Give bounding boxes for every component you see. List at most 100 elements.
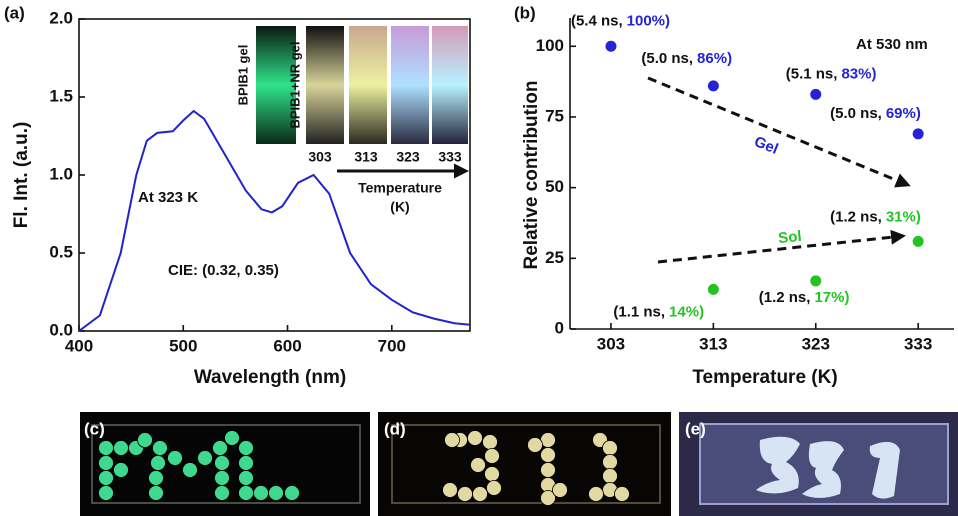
gel-dot <box>239 486 254 501</box>
data-point <box>707 80 719 92</box>
value-label: 17%) <box>814 289 849 306</box>
lifetime-label: (5.1 ns, <box>786 65 838 82</box>
gel-dot <box>471 458 486 473</box>
gel-dot <box>183 463 198 478</box>
gel-dot <box>215 471 230 486</box>
annotation: At 530 nm <box>856 36 928 53</box>
panel-label: (d) <box>384 419 406 438</box>
data-point <box>707 283 719 295</box>
gel-dot <box>615 487 630 502</box>
lifetime-label: (5.0 ns, <box>830 105 882 122</box>
gel-dot <box>215 486 230 501</box>
gel-dot <box>99 456 114 471</box>
vial-photo <box>432 26 468 144</box>
gel-dot <box>168 451 183 466</box>
x-tick-label: 600 <box>273 336 301 355</box>
gel-dot <box>114 441 129 456</box>
y-tick-label: 0 <box>555 318 564 337</box>
data-point <box>810 275 822 287</box>
gel-dot <box>239 456 254 471</box>
lifetime-label: (1.2 ns, <box>830 208 882 225</box>
gel-dot <box>198 451 213 466</box>
gel-dot <box>225 431 240 446</box>
x-tick-label: 313 <box>699 334 727 353</box>
inset-label: BPIB1 gel <box>235 45 250 106</box>
figure: BPIB1 gel BPIB1+NR gel 303 313 323 333 T… <box>0 0 958 516</box>
y-tick-label: 1.5 <box>49 86 73 105</box>
gel-dot <box>269 486 284 501</box>
y-tick-label: 100 <box>536 36 564 55</box>
lifetime-label: (5.0 ns, <box>641 50 693 67</box>
gel-dot <box>487 481 502 496</box>
x-tick-label: 700 <box>378 336 406 355</box>
x-tick-label: 333 <box>904 334 932 353</box>
gel-dot <box>473 487 488 502</box>
gel-dot <box>239 471 254 486</box>
gel-dot <box>215 456 230 471</box>
data-point <box>912 235 924 247</box>
gel-dot <box>603 441 618 456</box>
gel-dot <box>99 486 114 501</box>
data-point <box>810 88 822 100</box>
vial-photo <box>349 26 387 144</box>
lifetime-label: (1.2 ns, <box>759 289 811 306</box>
photo-d <box>378 412 671 516</box>
panel-label: (a) <box>4 3 25 22</box>
gel-dot <box>99 471 114 486</box>
gel-dot <box>151 456 166 471</box>
data-label: (5.1 ns,83%) <box>786 65 877 82</box>
gel-dot <box>528 438 543 453</box>
vial-photo <box>306 26 344 144</box>
x-axis-title: Wavelength (nm) <box>194 367 346 388</box>
inset-arrow-label: Temperature <box>358 180 442 196</box>
y-axis-title: Relative contribution <box>521 81 542 270</box>
value-label: 86%) <box>697 50 732 67</box>
series-name: Gel <box>752 133 781 158</box>
gel-dot <box>485 449 500 464</box>
vial-photo <box>391 26 429 144</box>
y-tick-label: 75 <box>545 106 564 125</box>
trend-arrow <box>648 78 908 185</box>
data-point <box>605 40 617 52</box>
gel-dot <box>99 441 114 456</box>
photo-c <box>80 412 370 516</box>
data-point <box>912 128 924 140</box>
y-tick-label: 2.0 <box>49 8 73 27</box>
data-label: (5.0 ns,86%) <box>641 50 732 67</box>
value-label: 100%) <box>627 12 670 29</box>
gel-dot <box>149 486 164 501</box>
inset-label: BPIB1+NR gel <box>287 41 302 128</box>
gel-dot <box>285 486 300 501</box>
photo <box>378 412 671 516</box>
gel-dot <box>589 487 604 502</box>
annotation: At 323 K <box>138 189 198 206</box>
data-label: (5.4 ns,100%) <box>571 12 670 29</box>
gel-dot <box>443 483 458 498</box>
gel-dot <box>541 448 556 463</box>
series-name: Sol <box>777 228 802 247</box>
inset-unit-label: (K) <box>390 199 409 215</box>
data-label: (1.1 ns,14%) <box>613 303 704 320</box>
y-axis-title: Fl. Int. (a.u.) <box>11 122 32 229</box>
inset-temp: 333 <box>438 149 462 165</box>
value-label: 69%) <box>886 105 921 122</box>
panel-label: (e) <box>685 419 706 438</box>
gel-dot <box>213 441 228 456</box>
data-label: (1.2 ns,31%) <box>830 208 921 225</box>
x-tick-label: 323 <box>802 334 830 353</box>
gel-dot <box>603 455 618 470</box>
y-tick-label: 0.5 <box>49 242 73 261</box>
gel-dot <box>114 463 129 478</box>
x-tick-label: 400 <box>65 336 93 355</box>
inset-temp: 313 <box>354 149 378 165</box>
x-axis-title: Temperature (K) <box>692 367 837 388</box>
gel-dot <box>485 467 500 482</box>
panel-label: (c) <box>84 419 105 438</box>
x-tick-label: 303 <box>597 334 625 353</box>
gel-dot <box>254 486 269 501</box>
gel-dot <box>541 463 556 478</box>
gel-dot <box>483 435 498 450</box>
value-label: 31%) <box>886 208 921 225</box>
inset-temp: 323 <box>396 149 420 165</box>
y-tick-label: 1.0 <box>49 164 73 183</box>
